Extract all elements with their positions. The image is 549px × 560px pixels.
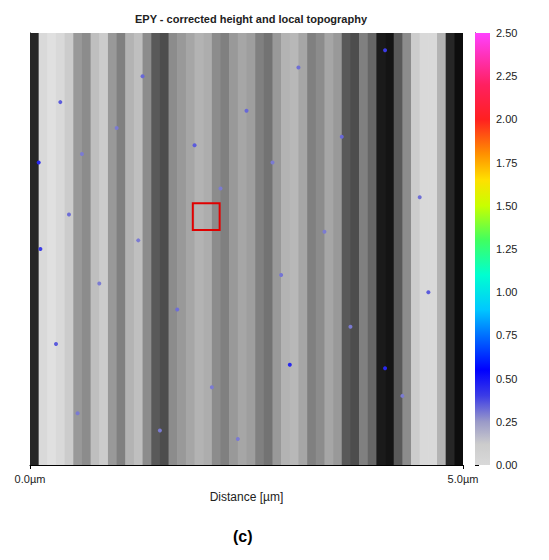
svg-text:1.00: 1.00 xyxy=(496,286,517,298)
svg-text:2.25: 2.25 xyxy=(496,70,517,82)
svg-text:EPY - corrected height and loc: EPY - corrected height and local topogra… xyxy=(135,13,368,25)
svg-text:0.0µm: 0.0µm xyxy=(15,473,46,485)
svg-text:0.75: 0.75 xyxy=(496,329,517,341)
svg-text:Distance [µm]: Distance [µm] xyxy=(210,490,284,504)
svg-text:(c): (c) xyxy=(233,528,253,545)
svg-text:1.25: 1.25 xyxy=(496,243,517,255)
svg-text:1.75: 1.75 xyxy=(496,157,517,169)
svg-text:0.25: 0.25 xyxy=(496,416,517,428)
svg-text:0.00: 0.00 xyxy=(496,459,517,471)
svg-text:0.50: 0.50 xyxy=(496,373,517,385)
svg-text:5.0µm: 5.0µm xyxy=(448,473,479,485)
svg-text:2.50: 2.50 xyxy=(496,27,517,39)
svg-text:2.00: 2.00 xyxy=(496,113,517,125)
svg-text:1.50: 1.50 xyxy=(496,200,517,212)
